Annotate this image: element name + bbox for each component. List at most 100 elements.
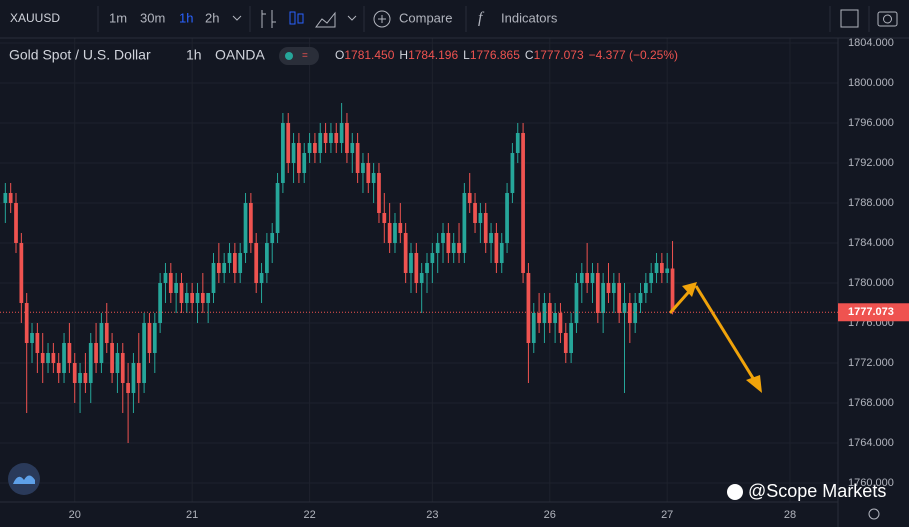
candle-body: [339, 123, 344, 143]
candle-body: [248, 203, 253, 243]
watermark-logo: [727, 484, 743, 500]
fullscreen-icon[interactable]: [840, 9, 859, 28]
indicators-icon[interactable]: f: [478, 10, 485, 27]
candle-body: [323, 133, 328, 143]
dropdown-icon[interactable]: [347, 15, 357, 21]
symbol[interactable]: XAUUSD: [10, 11, 60, 25]
toolbar: [0, 0, 909, 38]
y-tick-label: 1764.000: [848, 437, 894, 449]
x-tick-label: 27: [661, 509, 673, 521]
status-dot: [285, 52, 293, 60]
camera-icon[interactable]: [883, 14, 892, 24]
candle-body: [259, 273, 264, 283]
logo[interactable]: [8, 463, 40, 495]
candle-body: [24, 303, 29, 343]
candle-body: [382, 213, 387, 223]
ohlc-value: 1784.196: [408, 48, 458, 62]
candles-icon[interactable]: [297, 13, 304, 24]
candle-body: [563, 333, 568, 353]
area-icon[interactable]: [315, 11, 336, 28]
interval[interactable]: 1h: [179, 10, 193, 25]
candle-body: [441, 233, 445, 243]
y-tick-label: 1784.000: [848, 237, 894, 249]
indicators-button[interactable]: Indicators: [501, 10, 558, 25]
candle-body: [387, 223, 392, 243]
candle-body: [131, 363, 136, 393]
candle-body: [537, 313, 541, 323]
candle-body: [435, 243, 440, 253]
candle-body: [281, 123, 285, 183]
candle-body: [622, 303, 627, 313]
candle-body: [446, 233, 451, 253]
last-price-box: [838, 303, 909, 322]
candle-body: [558, 313, 563, 333]
dropdown-icon[interactable]: [232, 15, 242, 21]
candle-body: [334, 133, 339, 143]
ohlc-value: 1777.073: [534, 48, 584, 62]
candle-body: [211, 263, 216, 293]
candle-body: [30, 333, 34, 343]
candle-body: [307, 143, 312, 153]
candle-body: [617, 283, 622, 313]
candle-body: [291, 143, 296, 163]
candle-body: [216, 263, 221, 273]
compare-icon[interactable]: [378, 15, 386, 23]
candle-body: [200, 293, 205, 303]
candle-body: [457, 243, 461, 253]
candle-body: [542, 303, 547, 323]
candle-body: [633, 303, 638, 323]
candle-body: [136, 363, 141, 383]
candle-body: [371, 173, 376, 183]
candle-body: [184, 293, 189, 303]
candle-body: [451, 243, 456, 253]
candle-body: [254, 243, 259, 283]
candles-icon[interactable]: [289, 11, 296, 25]
drawing-arrows: [668, 282, 762, 393]
interval[interactable]: 30m: [140, 10, 165, 25]
candle-body: [195, 293, 200, 303]
settings-icon[interactable]: [868, 508, 880, 520]
ohlc-value: 1781.450: [344, 48, 394, 62]
candle-body: [462, 193, 467, 253]
candle-body: [3, 193, 8, 203]
candle-body: [265, 243, 269, 273]
candles: [3, 103, 675, 443]
candle-body: [659, 263, 664, 273]
compare-icon[interactable]: [373, 10, 391, 28]
candle-body: [174, 283, 179, 293]
x-tick-label: 28: [784, 509, 796, 521]
candle-body: [104, 323, 109, 343]
candle-body: [313, 143, 317, 153]
candle-body: [179, 283, 184, 303]
candle-body: [115, 353, 120, 373]
candle-body: [489, 233, 493, 243]
candle-body: [67, 343, 72, 363]
candle-body: [78, 373, 82, 383]
y-tick-label: 1760.000: [848, 477, 894, 489]
candle-body: [126, 383, 130, 393]
status-toggle[interactable]: [279, 47, 319, 65]
x-tick-label: 21: [186, 509, 198, 521]
interval[interactable]: 1m: [109, 10, 127, 25]
candle-body: [654, 263, 659, 273]
ohlc-letter: C: [525, 48, 534, 62]
legend-source: OANDA: [215, 47, 265, 63]
candle-body: [152, 323, 157, 353]
candle-body: [158, 283, 162, 323]
last-price-label: 1777.073: [848, 306, 894, 318]
candle-body: [553, 313, 557, 323]
candle-body: [569, 323, 573, 353]
change-value: −4.377 (−0.25%): [589, 48, 678, 62]
bars-icon[interactable]: [261, 10, 276, 28]
candle-body: [377, 173, 381, 213]
camera-icon[interactable]: [877, 11, 898, 27]
compare-button[interactable]: Compare: [399, 10, 452, 25]
candle-body: [168, 273, 173, 293]
candle-body: [515, 133, 520, 153]
candle-body: [409, 253, 413, 273]
interval[interactable]: 2h: [205, 10, 219, 25]
candle-body: [579, 273, 584, 283]
candle-body: [206, 293, 211, 303]
candle-body: [51, 353, 56, 363]
